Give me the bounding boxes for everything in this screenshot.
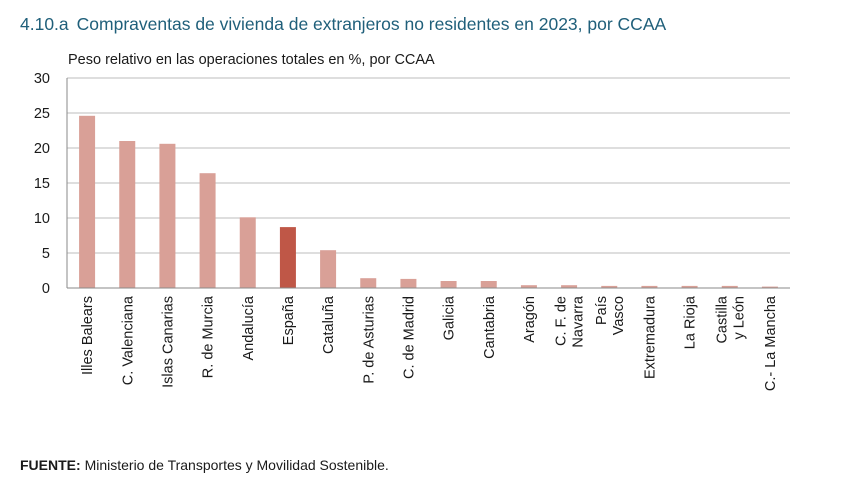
x-tick-label: España (281, 295, 297, 345)
x-tick-label: Galicia (442, 295, 458, 340)
bar (641, 285, 658, 288)
x-tick-label-line: P. de Asturias (361, 296, 377, 384)
chart-number: 4.10.a (20, 14, 69, 34)
x-tick-label-line: C. de Madrid (401, 296, 417, 379)
bar (279, 227, 296, 288)
x-tick-label: R. de Murcia (201, 295, 217, 378)
bars (79, 115, 778, 288)
bar-chart: Peso relativo en las operaciones totales… (34, 52, 790, 391)
x-tick-label: C. Valenciana (120, 295, 136, 385)
x-tick-label-line: España (281, 295, 297, 345)
y-tick-label: 25 (34, 106, 50, 122)
x-tick-label: La Rioja (683, 295, 699, 349)
bar (440, 281, 457, 288)
bar (601, 285, 618, 288)
x-tick-label-line: Navarra (571, 295, 587, 348)
x-tick-label-line: Andalucía (241, 295, 257, 360)
y-tick-label: 15 (34, 176, 50, 192)
chart-subtitle: Peso relativo en las operaciones totales… (68, 52, 435, 68)
x-tick-label: Castillay León (714, 295, 747, 343)
y-tick-label: 30 (34, 71, 50, 87)
y-tick-label: 5 (42, 246, 50, 262)
x-tick-label: Illes Balears (80, 296, 96, 375)
x-tick-label: C. de Madrid (401, 296, 417, 379)
y-tick-label: 0 (42, 281, 50, 297)
x-tick-label-line: R. de Murcia (201, 295, 217, 378)
x-tick-label: Cantabria (482, 295, 498, 359)
x-tick-label-line: Illes Balears (80, 296, 96, 375)
bar (320, 250, 337, 288)
x-tick-label-line: País (594, 296, 610, 325)
x-tick-label: Extremadura (642, 295, 658, 379)
bar (520, 285, 537, 288)
bar (761, 286, 778, 288)
x-tick-label-line: Islas Canarias (160, 296, 176, 388)
x-tick-label: P. de Asturias (361, 296, 377, 384)
y-tick-label: 20 (34, 141, 50, 157)
x-tick-label-line: Extremadura (642, 295, 658, 379)
source-label: FUENTE: (20, 457, 81, 473)
x-tick-label-line: Aragón (522, 296, 538, 343)
x-tick-label: Aragón (522, 296, 538, 343)
x-tick-label-line: C. F. de (554, 296, 570, 346)
x-tick-label: Andalucía (241, 295, 257, 360)
x-tick-label-line: La Rioja (683, 295, 699, 349)
x-tick-label-line: y León (731, 296, 747, 340)
y-tick-label: 10 (34, 211, 50, 227)
x-tick-label-line: Castilla (714, 295, 730, 343)
source-text: Ministerio de Transportes y Movilidad So… (84, 457, 389, 473)
x-tick-label: Islas Canarias (160, 296, 176, 388)
bar (79, 115, 96, 288)
bar (239, 217, 256, 288)
x-tick-label-line: Galicia (442, 295, 458, 340)
bar (400, 278, 417, 288)
x-tick-label: C.- La Mancha (763, 295, 779, 391)
bar (199, 173, 216, 288)
x-tick-label: PaísVasco (594, 296, 627, 335)
bar (681, 285, 698, 288)
x-tick-label-line: C.- La Mancha (763, 295, 779, 391)
x-tick-label-line: Cataluña (321, 295, 337, 354)
x-tick-label-line: Vasco (611, 296, 627, 335)
bar (119, 141, 136, 288)
x-tick-label-line: C. Valenciana (120, 295, 136, 385)
bar (480, 281, 497, 288)
y-axis-ticks: 0 5 10 15 20 25 30 (34, 71, 50, 297)
x-tick-label: C. F. deNavarra (554, 295, 587, 348)
x-tick-label: Cataluña (321, 295, 337, 354)
x-axis-labels: Illes Balears C. Valenciana Islas Canarias… (80, 295, 779, 391)
grid-layer (67, 77, 790, 254)
source-note: FUENTE: Ministerio de Transportes y Movi… (20, 457, 389, 473)
x-tick-label-line: Cantabria (482, 295, 498, 359)
bar (561, 285, 578, 288)
chart-title: 4.10.a Compraventas de vivienda de extran… (20, 14, 666, 35)
chart-title-text: Compraventas de vivienda de extranjeros … (76, 14, 667, 34)
bar (360, 278, 377, 288)
bar (159, 143, 176, 288)
bar (721, 285, 738, 288)
